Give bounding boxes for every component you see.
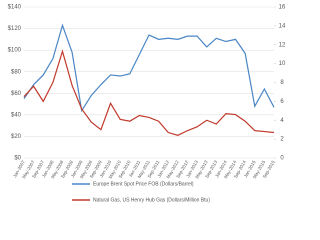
y-tick-label: $100	[8, 48, 22, 54]
legend-label: Europe Brent Spot Price FOB (Dollars/Bar…	[93, 181, 194, 187]
y-tick-label: $60	[11, 91, 22, 97]
y-tick-label: $140	[8, 5, 22, 11]
series-line	[23, 23, 275, 113]
y2-tick-label: 12	[279, 42, 286, 48]
y2-tick-label: 2	[280, 137, 284, 143]
y2-tick-label: 16	[279, 5, 286, 11]
legend-label: Natural Gas, US Henry Hub Gas (Dollars/M…	[93, 197, 210, 203]
y2-tick-label: 4	[280, 118, 284, 124]
y-tick-label: $40	[11, 112, 22, 118]
y2-tick-label: 0	[280, 156, 284, 162]
chart: $0$20$40$60$80$100$120$1400246810121416J…	[8, 5, 286, 204]
y-tick-label: $20	[11, 134, 22, 140]
y-tick-label: $120	[8, 26, 22, 32]
y2-tick-label: 6	[280, 99, 284, 105]
series-line	[23, 49, 275, 136]
y2-tick-label: 8	[280, 80, 284, 86]
y2-tick-label: 10	[279, 61, 286, 67]
y-tick-label: $80	[11, 69, 22, 75]
y2-tick-label: 14	[279, 23, 286, 29]
y-tick-label: $0	[14, 156, 21, 162]
